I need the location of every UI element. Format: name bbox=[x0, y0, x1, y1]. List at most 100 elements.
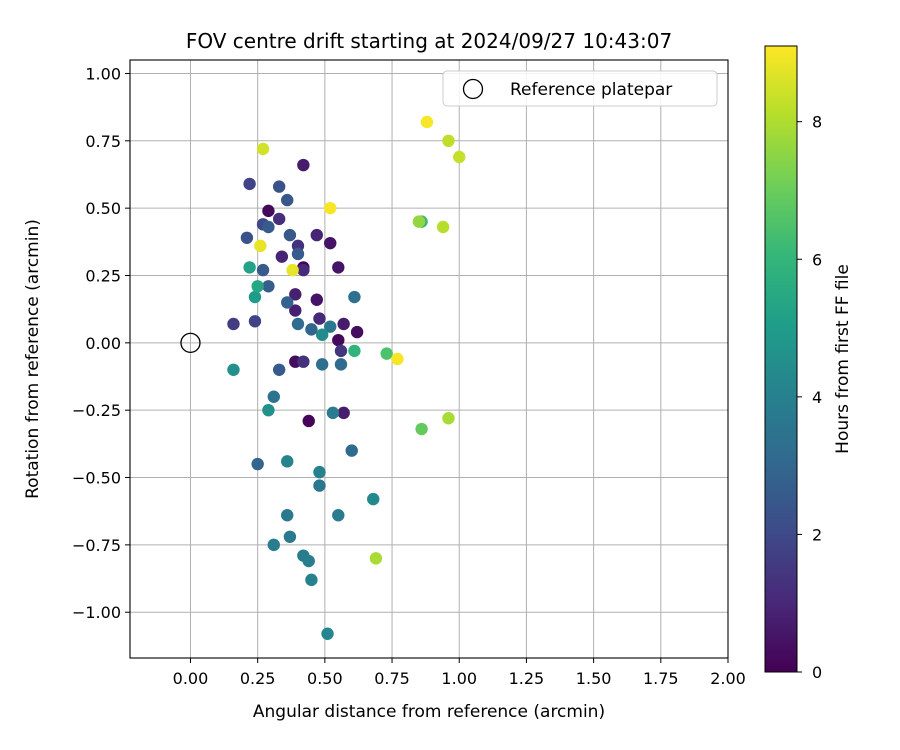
y-tick-label: 0.00 bbox=[85, 334, 121, 353]
y-tick-label: 1.00 bbox=[85, 64, 121, 83]
data-point bbox=[297, 158, 310, 172]
data-point bbox=[305, 323, 318, 336]
data-point bbox=[281, 193, 294, 207]
data-point bbox=[334, 344, 348, 358]
colorbar-gradient bbox=[765, 46, 797, 672]
data-point bbox=[345, 444, 358, 457]
data-point bbox=[369, 552, 383, 565]
legend: Reference platepar bbox=[442, 70, 718, 107]
data-point bbox=[380, 347, 393, 360]
y-tick-label: 0.25 bbox=[85, 266, 121, 285]
data-point bbox=[321, 627, 334, 640]
y-tick-label: 0.50 bbox=[85, 199, 121, 218]
data-point bbox=[324, 236, 337, 250]
data-point bbox=[248, 290, 262, 304]
y-tick-label: −0.50 bbox=[72, 469, 121, 488]
data-point bbox=[453, 150, 466, 164]
data-point bbox=[289, 304, 302, 317]
data-point bbox=[332, 261, 345, 274]
data-point bbox=[283, 228, 297, 242]
x-tick-label: 1.50 bbox=[576, 669, 612, 688]
data-points bbox=[227, 115, 466, 640]
data-point bbox=[251, 457, 264, 471]
data-point bbox=[262, 403, 275, 417]
data-point bbox=[326, 406, 340, 420]
data-point bbox=[442, 134, 455, 148]
y-axis-label: Rotation from reference (arcmin) bbox=[23, 219, 43, 499]
x-tick-label: 1.00 bbox=[441, 669, 477, 688]
data-point bbox=[442, 412, 455, 425]
y-axis-ticks: 1.00 0.75 0.50 0.25 0.00 −0.25 −0.50 −0.75 −1.00 bbox=[72, 64, 130, 622]
data-point bbox=[350, 325, 364, 339]
data-point bbox=[291, 317, 305, 331]
data-point bbox=[310, 293, 323, 306]
data-point bbox=[297, 355, 310, 368]
data-point bbox=[267, 390, 280, 403]
grid bbox=[130, 60, 729, 658]
data-point bbox=[391, 352, 404, 366]
data-point bbox=[315, 328, 329, 341]
data-point bbox=[302, 414, 315, 428]
data-point bbox=[337, 317, 350, 331]
x-tick-label: 0.50 bbox=[307, 669, 343, 688]
data-point bbox=[262, 280, 275, 293]
colorbar-ticks: 0 2 4 6 8 bbox=[797, 113, 822, 682]
data-point bbox=[283, 530, 297, 543]
data-point bbox=[227, 363, 240, 376]
data-point bbox=[289, 288, 302, 301]
data-point bbox=[251, 280, 264, 293]
data-point bbox=[243, 177, 256, 191]
x-tick-label: 1.75 bbox=[643, 669, 679, 688]
colorbar-tick-label: 0 bbox=[812, 663, 822, 682]
data-point bbox=[256, 142, 270, 156]
data-point bbox=[313, 312, 326, 325]
colorbar-label: Hours from first FF file bbox=[833, 264, 853, 454]
data-point bbox=[332, 333, 345, 347]
data-point bbox=[240, 231, 254, 244]
data-point bbox=[281, 296, 294, 309]
data-point bbox=[291, 247, 305, 261]
data-point bbox=[267, 538, 280, 552]
reference-platepar-marker bbox=[180, 332, 201, 353]
y-tick-label: −0.25 bbox=[72, 401, 121, 420]
legend-box bbox=[442, 70, 718, 107]
data-point bbox=[262, 204, 275, 218]
data-point bbox=[272, 212, 286, 226]
x-tick-label: 0.75 bbox=[374, 669, 410, 688]
x-tick-label: 2.00 bbox=[710, 669, 746, 688]
data-point bbox=[420, 115, 434, 129]
data-point bbox=[281, 509, 294, 522]
data-point bbox=[254, 239, 267, 253]
data-point bbox=[412, 215, 426, 228]
colorbar: 0 2 4 6 8 Hours from first FF file bbox=[764, 45, 853, 682]
axes-frame bbox=[129, 59, 729, 659]
data-point bbox=[281, 455, 294, 468]
y-tick-label: −1.00 bbox=[72, 603, 121, 622]
data-point bbox=[310, 228, 323, 242]
colorbar-tick-label: 4 bbox=[812, 388, 822, 407]
reference-marker-group bbox=[180, 332, 201, 353]
data-point bbox=[415, 422, 428, 436]
x-axis-label: Angular distance from reference (arcmin) bbox=[253, 702, 605, 722]
x-axis-ticks: 0.00 0.25 0.50 0.75 1.00 1.25 1.50 1.75 2.00 bbox=[173, 658, 746, 688]
data-point bbox=[272, 180, 286, 193]
data-point bbox=[334, 358, 348, 371]
legend-marker bbox=[462, 78, 484, 100]
data-point bbox=[337, 406, 350, 420]
data-point bbox=[332, 509, 345, 522]
data-point bbox=[297, 263, 310, 277]
x-tick-label: 0.25 bbox=[240, 669, 276, 688]
colorbar-tick-label: 8 bbox=[812, 113, 822, 132]
data-point bbox=[367, 492, 380, 506]
data-point bbox=[315, 358, 329, 371]
data-point bbox=[272, 363, 286, 376]
data-point bbox=[243, 261, 256, 274]
colorbar-frame bbox=[764, 45, 798, 673]
data-point bbox=[227, 317, 240, 331]
data-point bbox=[348, 344, 361, 358]
data-point bbox=[313, 479, 326, 492]
data-point bbox=[256, 263, 270, 277]
chart-title: FOV centre drift starting at 2024/09/27 … bbox=[186, 29, 672, 53]
data-point bbox=[302, 554, 315, 568]
